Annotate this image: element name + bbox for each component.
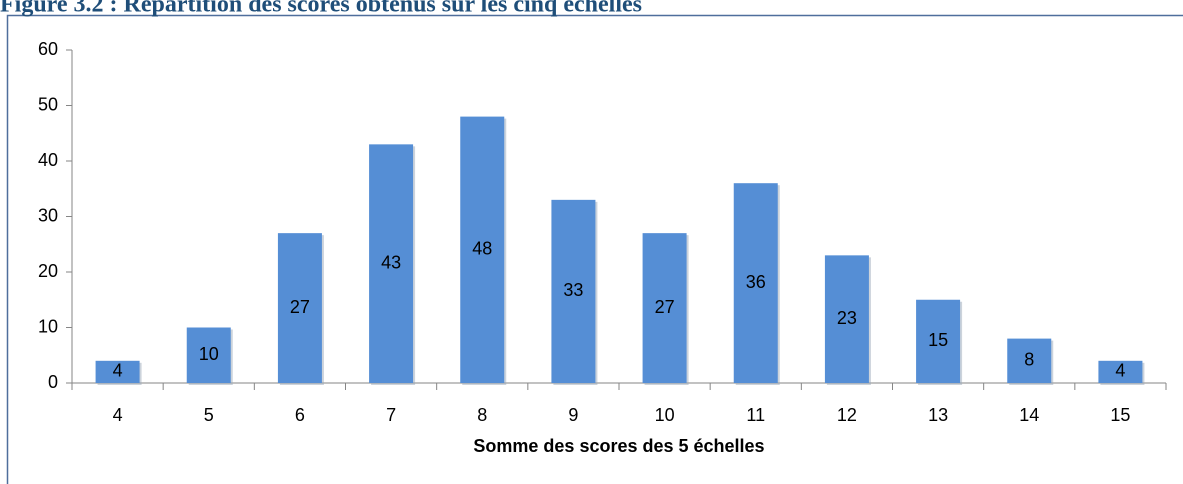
- y-tick-label: 30: [38, 205, 58, 225]
- x-tick-label: 5: [204, 405, 214, 425]
- data-label: 36: [746, 272, 766, 292]
- bar: [824, 255, 869, 383]
- data-label: 15: [928, 330, 948, 350]
- x-tick-label: 14: [1019, 405, 1039, 425]
- bar: [460, 116, 505, 383]
- bar: [551, 199, 596, 383]
- data-label: 33: [563, 280, 583, 300]
- y-tick-label: 0: [48, 372, 58, 392]
- x-tick-label: 12: [837, 405, 857, 425]
- data-label: 27: [655, 297, 675, 317]
- data-label: 10: [199, 344, 219, 364]
- chart-frame: [6, 14, 1183, 484]
- x-tick-label: 13: [928, 405, 948, 425]
- x-tick-label: 15: [1110, 405, 1130, 425]
- bar: [642, 233, 687, 383]
- bar: [916, 299, 961, 383]
- data-label: 4: [1115, 361, 1125, 381]
- x-tick-label: 6: [295, 405, 305, 425]
- y-tick-label: 60: [38, 39, 58, 59]
- bar: [1007, 338, 1052, 383]
- y-tick-label: 10: [38, 316, 58, 336]
- bar: [277, 233, 322, 383]
- data-label: 4: [113, 361, 123, 381]
- x-tick-label: 10: [655, 405, 675, 425]
- y-tick-label: 50: [38, 94, 58, 114]
- x-tick-label: 11: [746, 405, 765, 425]
- bar: [1098, 360, 1143, 383]
- x-tick-label: 4: [113, 405, 123, 425]
- x-tick-label: 9: [568, 405, 578, 425]
- bar: [95, 360, 140, 383]
- data-label: 23: [837, 308, 857, 328]
- data-label: 8: [1024, 350, 1034, 370]
- x-tick-label: 8: [477, 405, 487, 425]
- x-axis-label: Somme des scores des 5 échelles: [473, 436, 764, 456]
- y-tick-label: 40: [38, 150, 58, 170]
- data-label: 48: [472, 239, 492, 259]
- x-tick-label: 7: [386, 405, 396, 425]
- bar: [733, 183, 778, 383]
- y-tick-label: 20: [38, 261, 58, 281]
- bar: [369, 144, 414, 383]
- chart-title: Figure 3.2 : Répartition des scores obte…: [0, 0, 642, 18]
- bar: [186, 327, 231, 383]
- data-label: 27: [290, 297, 310, 317]
- data-label: 43: [381, 252, 401, 272]
